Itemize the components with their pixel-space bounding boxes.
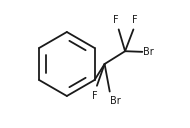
Text: F: F xyxy=(113,15,118,25)
Text: F: F xyxy=(92,91,97,101)
Text: Br: Br xyxy=(110,96,121,106)
Text: Br: Br xyxy=(143,47,154,57)
Text: F: F xyxy=(132,15,138,25)
